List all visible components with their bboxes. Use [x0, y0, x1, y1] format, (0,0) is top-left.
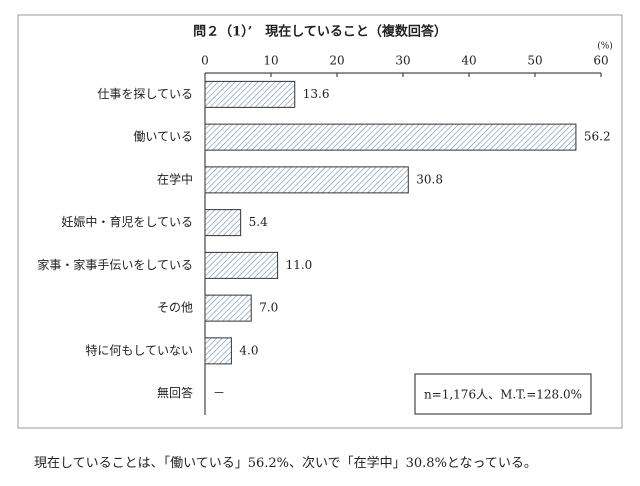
y-tick-label: 無回答: [157, 385, 193, 400]
x-tick-label: 30: [395, 54, 410, 68]
bar: [204, 337, 232, 365]
y-tick-label: 妊娠中・育児をしている: [61, 214, 193, 229]
chart: 問２（1）’ 現在していること（複数回答） (%) n=1,176人、M.T.=…: [17, 14, 623, 429]
data-label: 30.8: [416, 172, 443, 186]
y-tick-label: 仕事を探している: [97, 87, 193, 101]
data-label: 7.0: [259, 301, 278, 315]
y-tick-label: 働いている: [133, 130, 193, 144]
x-tick-label: 0: [201, 54, 209, 68]
bar: [204, 80, 296, 108]
x-tick-label: 60: [593, 54, 608, 68]
y-tick-label: 家事・家事手伝いをしている: [37, 257, 193, 272]
bar: [204, 294, 252, 322]
x-tick-label: 20: [329, 54, 344, 68]
bar: [204, 251, 279, 279]
y-tick-label: その他: [157, 301, 193, 315]
chart-title: 問２（1）’ 現在していること（複数回答）: [193, 24, 447, 40]
unit-label: (%): [597, 41, 613, 52]
data-label: 56.2: [584, 130, 611, 144]
y-tick-label: 在学中: [157, 171, 193, 186]
chart-frame: [17, 14, 623, 429]
bar: [204, 123, 577, 151]
bar: [204, 166, 409, 194]
y-tick-label: 特に何もしていない: [85, 342, 193, 357]
caption: 現在していることは、「働いている」56.2%、次いで「在学中」30.8%となって…: [34, 456, 537, 471]
data-label: 4.0: [239, 343, 258, 357]
annotation: n=1,176人、M.T.=128.0%: [424, 388, 582, 402]
x-tick-label: 50: [527, 54, 542, 68]
data-label: 13.6: [303, 87, 330, 101]
data-label: 11.0: [286, 258, 313, 272]
data-label: －: [213, 386, 225, 400]
annotation-box: [414, 373, 592, 415]
x-tick-label: 10: [263, 54, 278, 68]
data-label: 5.4: [249, 215, 268, 229]
bar: [204, 209, 242, 237]
x-tick-label: 40: [461, 54, 476, 68]
